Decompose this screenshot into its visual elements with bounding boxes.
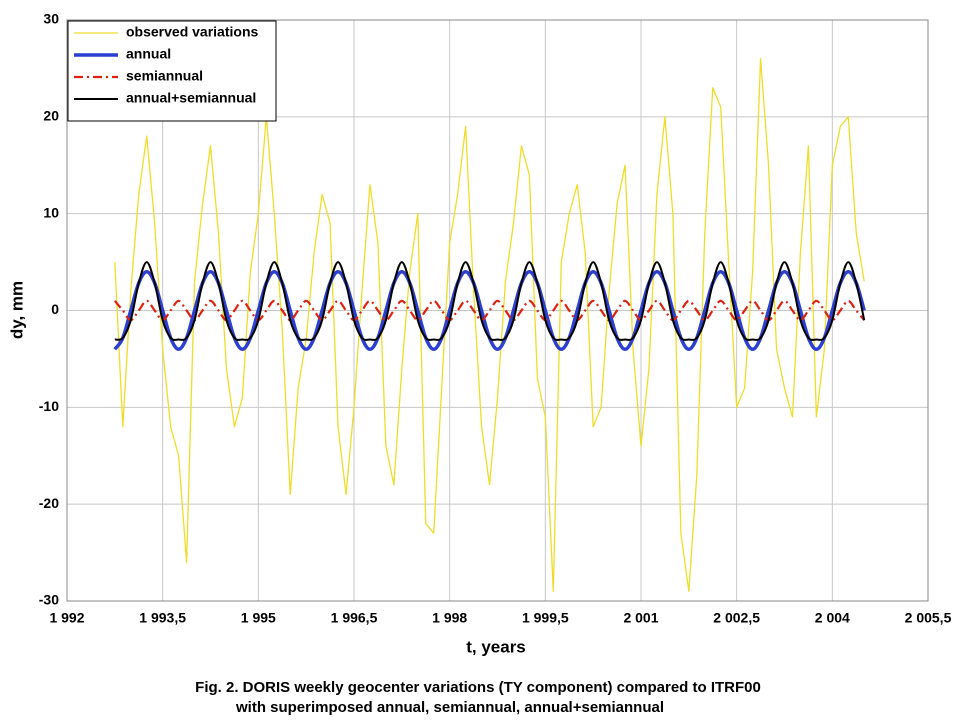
y-tick-label: 20 bbox=[43, 108, 59, 124]
x-tick-label: 2 004 bbox=[815, 610, 850, 626]
x-tick-label: 2 001 bbox=[623, 610, 658, 626]
x-tick-label: 2 002,5 bbox=[713, 610, 760, 626]
series-line bbox=[114, 58, 865, 592]
legend-label: annual bbox=[126, 46, 171, 62]
legend-box bbox=[67, 20, 277, 122]
y-tick-label: 10 bbox=[43, 204, 59, 220]
x-tick-label: 1 995 bbox=[241, 610, 276, 626]
x-tick-label: 1 998 bbox=[432, 610, 467, 626]
x-axis-title: t, years bbox=[466, 637, 526, 656]
x-tick-label: 1 996,5 bbox=[331, 610, 378, 626]
legend-label: observed variations bbox=[126, 24, 258, 40]
plot-frame bbox=[66, 19, 929, 602]
x-tick-label: 1 992 bbox=[49, 610, 84, 626]
x-tick-label: 1 999,5 bbox=[522, 610, 569, 626]
series-line bbox=[114, 261, 866, 341]
legend-label: semiannual bbox=[126, 68, 203, 84]
y-axis-title: dy, mm bbox=[7, 281, 26, 339]
y-tick-label: -30 bbox=[39, 592, 59, 608]
legend: observed variations annual semiannual annua… bbox=[67, 20, 277, 122]
y-tick-label: 30 bbox=[43, 11, 59, 27]
y-tick-label: 0 bbox=[51, 301, 59, 317]
x-tick-label: 1 993,5 bbox=[139, 610, 186, 626]
caption-line: with superimposed annual, semiannual, an… bbox=[235, 699, 664, 716]
y-tick-label: -10 bbox=[39, 398, 59, 414]
y-tick-label: -20 bbox=[39, 495, 59, 511]
x-tick-label: 2 005,5 bbox=[905, 610, 952, 626]
caption-line: Fig. 2. DORIS weekly geocenter variation… bbox=[195, 679, 761, 696]
legend-label: annual+semiannual bbox=[126, 90, 256, 106]
